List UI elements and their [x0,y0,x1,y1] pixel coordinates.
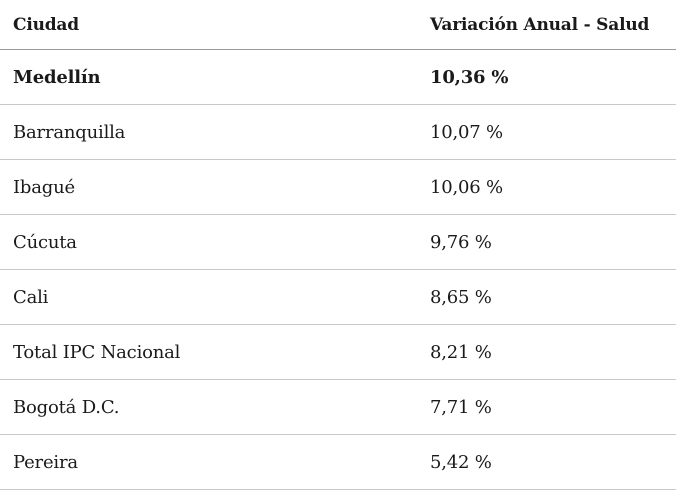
header-city: Ciudad [13,14,79,35]
variation-cell: 5,42 % [430,451,492,473]
table-row: Barranquilla 10,07 % [0,105,676,160]
variation-cell: 8,21 % [430,341,492,363]
table-row: Pereira 5,42 % [0,435,676,490]
city-cell: Ibagué [13,176,75,198]
city-cell: Cúcuta [13,231,77,253]
city-cell: Total IPC Nacional [13,341,181,363]
variation-cell: 9,76 % [430,231,492,253]
table-row: Cúcuta 9,76 % [0,215,676,270]
table-header: Ciudad Variación Anual - Salud [0,0,676,50]
table-row: Bogotá D.C. 7,71 % [0,380,676,435]
city-cell: Medellín [13,66,101,88]
table-row: Medellín 10,36 % [0,50,676,105]
variation-cell: 8,65 % [430,286,492,308]
variation-cell: 7,71 % [430,396,492,418]
table-row: Cali 8,65 % [0,270,676,325]
city-cell: Cali [13,286,49,308]
variation-cell: 10,06 % [430,176,503,198]
variation-cell: 10,36 % [430,66,509,88]
header-variation: Variación Anual - Salud [430,14,650,35]
table-row: Ibagué 10,06 % [0,160,676,215]
city-cell: Barranquilla [13,121,126,143]
variation-cell: 10,07 % [430,121,503,143]
city-cell: Bogotá D.C. [13,396,120,418]
table-row: Total IPC Nacional 8,21 % [0,325,676,380]
city-cell: Pereira [13,451,78,473]
